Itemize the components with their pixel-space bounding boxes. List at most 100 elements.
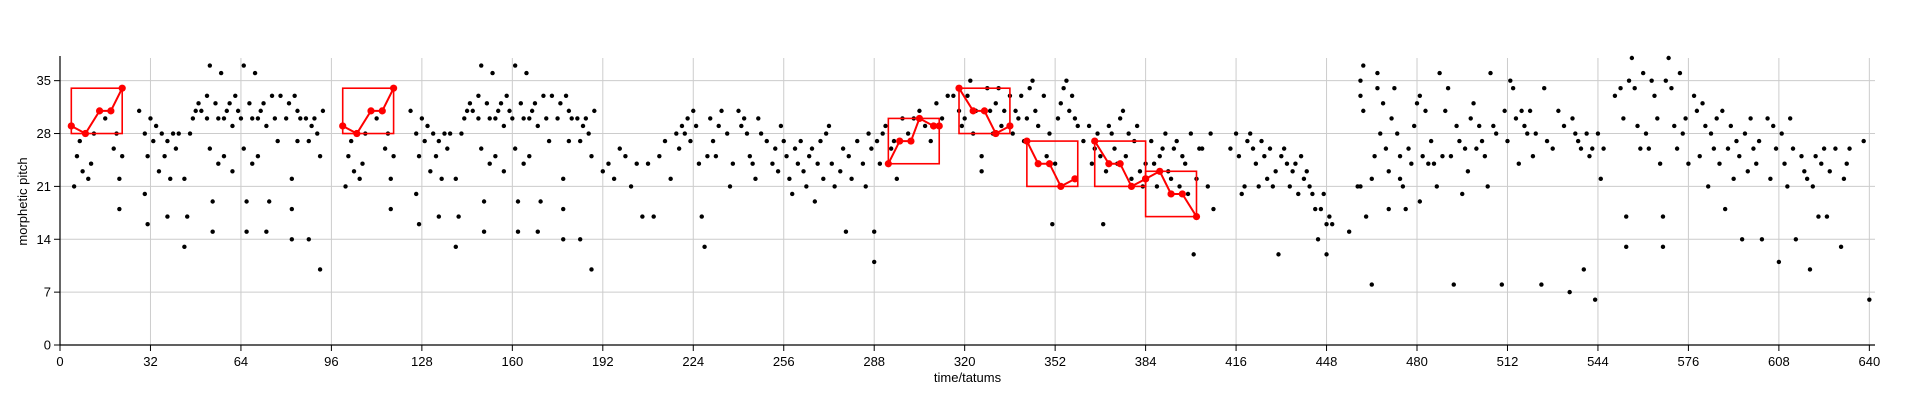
note-point — [1383, 146, 1389, 151]
pattern-point — [339, 122, 347, 130]
note-point — [928, 138, 933, 144]
x-tick-label: 352 — [1044, 354, 1066, 369]
note-point — [493, 153, 498, 159]
note-point — [145, 153, 150, 159]
note-point — [1861, 138, 1866, 144]
note-point — [688, 138, 693, 144]
pattern-point — [107, 107, 115, 115]
note-point — [1052, 161, 1058, 166]
note-point — [476, 116, 481, 121]
note-point — [1567, 289, 1572, 295]
note-point — [628, 184, 634, 189]
note-point — [818, 138, 823, 144]
x-tick-label: 576 — [1678, 354, 1700, 369]
note-point — [1055, 116, 1061, 121]
x-tick-label: 640 — [1858, 354, 1880, 369]
note-point — [1069, 93, 1075, 98]
note-point — [1649, 78, 1654, 83]
note-point — [888, 146, 894, 151]
note-point — [151, 138, 156, 144]
note-point — [422, 138, 427, 144]
note-point — [1759, 237, 1765, 242]
note-point — [1867, 297, 1872, 302]
note-point — [1790, 146, 1796, 151]
note-point — [1417, 199, 1423, 204]
note-point — [1587, 153, 1592, 159]
note-point — [462, 116, 467, 121]
note-point — [162, 153, 167, 159]
x-tick-label: 32 — [143, 354, 157, 369]
note-point — [1768, 176, 1773, 182]
y-axis-label: morphetic pitch — [15, 157, 30, 245]
note-point — [204, 116, 210, 121]
note-point — [173, 146, 179, 151]
note-point — [1703, 123, 1708, 129]
note-point — [1030, 78, 1035, 83]
note-point — [1471, 101, 1476, 106]
note-point — [1482, 153, 1488, 159]
note-point — [1598, 176, 1603, 182]
note-point — [306, 138, 311, 144]
note-point — [1493, 131, 1499, 136]
x-tick-label: 0 — [56, 354, 63, 369]
note-point — [230, 123, 235, 129]
x-tick-label: 448 — [1316, 354, 1338, 369]
note-point — [832, 184, 837, 189]
note-point — [710, 138, 716, 144]
note-point — [241, 63, 246, 68]
note-point — [77, 138, 82, 144]
note-point — [869, 146, 874, 151]
note-point — [1787, 116, 1793, 121]
note-point — [1358, 78, 1363, 83]
note-point — [1635, 123, 1640, 129]
note-point — [965, 93, 970, 98]
note-point — [117, 176, 122, 182]
note-point — [939, 116, 945, 121]
note-point — [815, 161, 820, 166]
note-point — [1443, 108, 1448, 114]
note-point — [1318, 206, 1324, 212]
note-point — [1264, 176, 1270, 182]
note-point — [1426, 161, 1431, 166]
note-point — [993, 101, 998, 106]
note-point — [1157, 153, 1162, 159]
x-tick-label: 64 — [234, 354, 248, 369]
note-point — [447, 131, 453, 136]
note-point — [439, 176, 444, 182]
note-point — [592, 108, 597, 114]
note-point — [267, 199, 272, 204]
note-point — [1595, 131, 1601, 136]
note-point — [549, 93, 555, 98]
note-point — [119, 153, 125, 159]
note-point — [1211, 206, 1216, 212]
note-point — [1395, 131, 1400, 136]
pattern-bounding-box — [1026, 140, 1079, 188]
note-point — [510, 116, 515, 121]
note-point — [1632, 86, 1637, 91]
note-point — [1134, 123, 1140, 129]
note-point — [289, 176, 295, 182]
note-point — [922, 123, 928, 129]
note-point — [1293, 161, 1298, 166]
pattern-bounding-box — [1093, 140, 1147, 188]
note-point — [685, 116, 690, 121]
note-point — [295, 108, 300, 114]
note-point — [891, 138, 897, 144]
note-point — [1417, 93, 1423, 98]
note-point — [1431, 161, 1437, 166]
note-point — [1279, 153, 1284, 159]
note-point — [1315, 237, 1321, 242]
note-point — [1474, 146, 1479, 151]
note-point — [1485, 184, 1490, 189]
note-point — [569, 116, 574, 121]
note-point — [1544, 138, 1550, 144]
note-point — [1324, 252, 1329, 257]
note-points — [69, 55, 1872, 302]
note-point — [416, 153, 422, 159]
note-point — [165, 138, 170, 144]
note-point — [1652, 93, 1657, 98]
note-point — [1400, 184, 1406, 189]
note-point — [1502, 108, 1507, 114]
note-point — [1180, 153, 1185, 159]
note-point — [1717, 161, 1722, 166]
